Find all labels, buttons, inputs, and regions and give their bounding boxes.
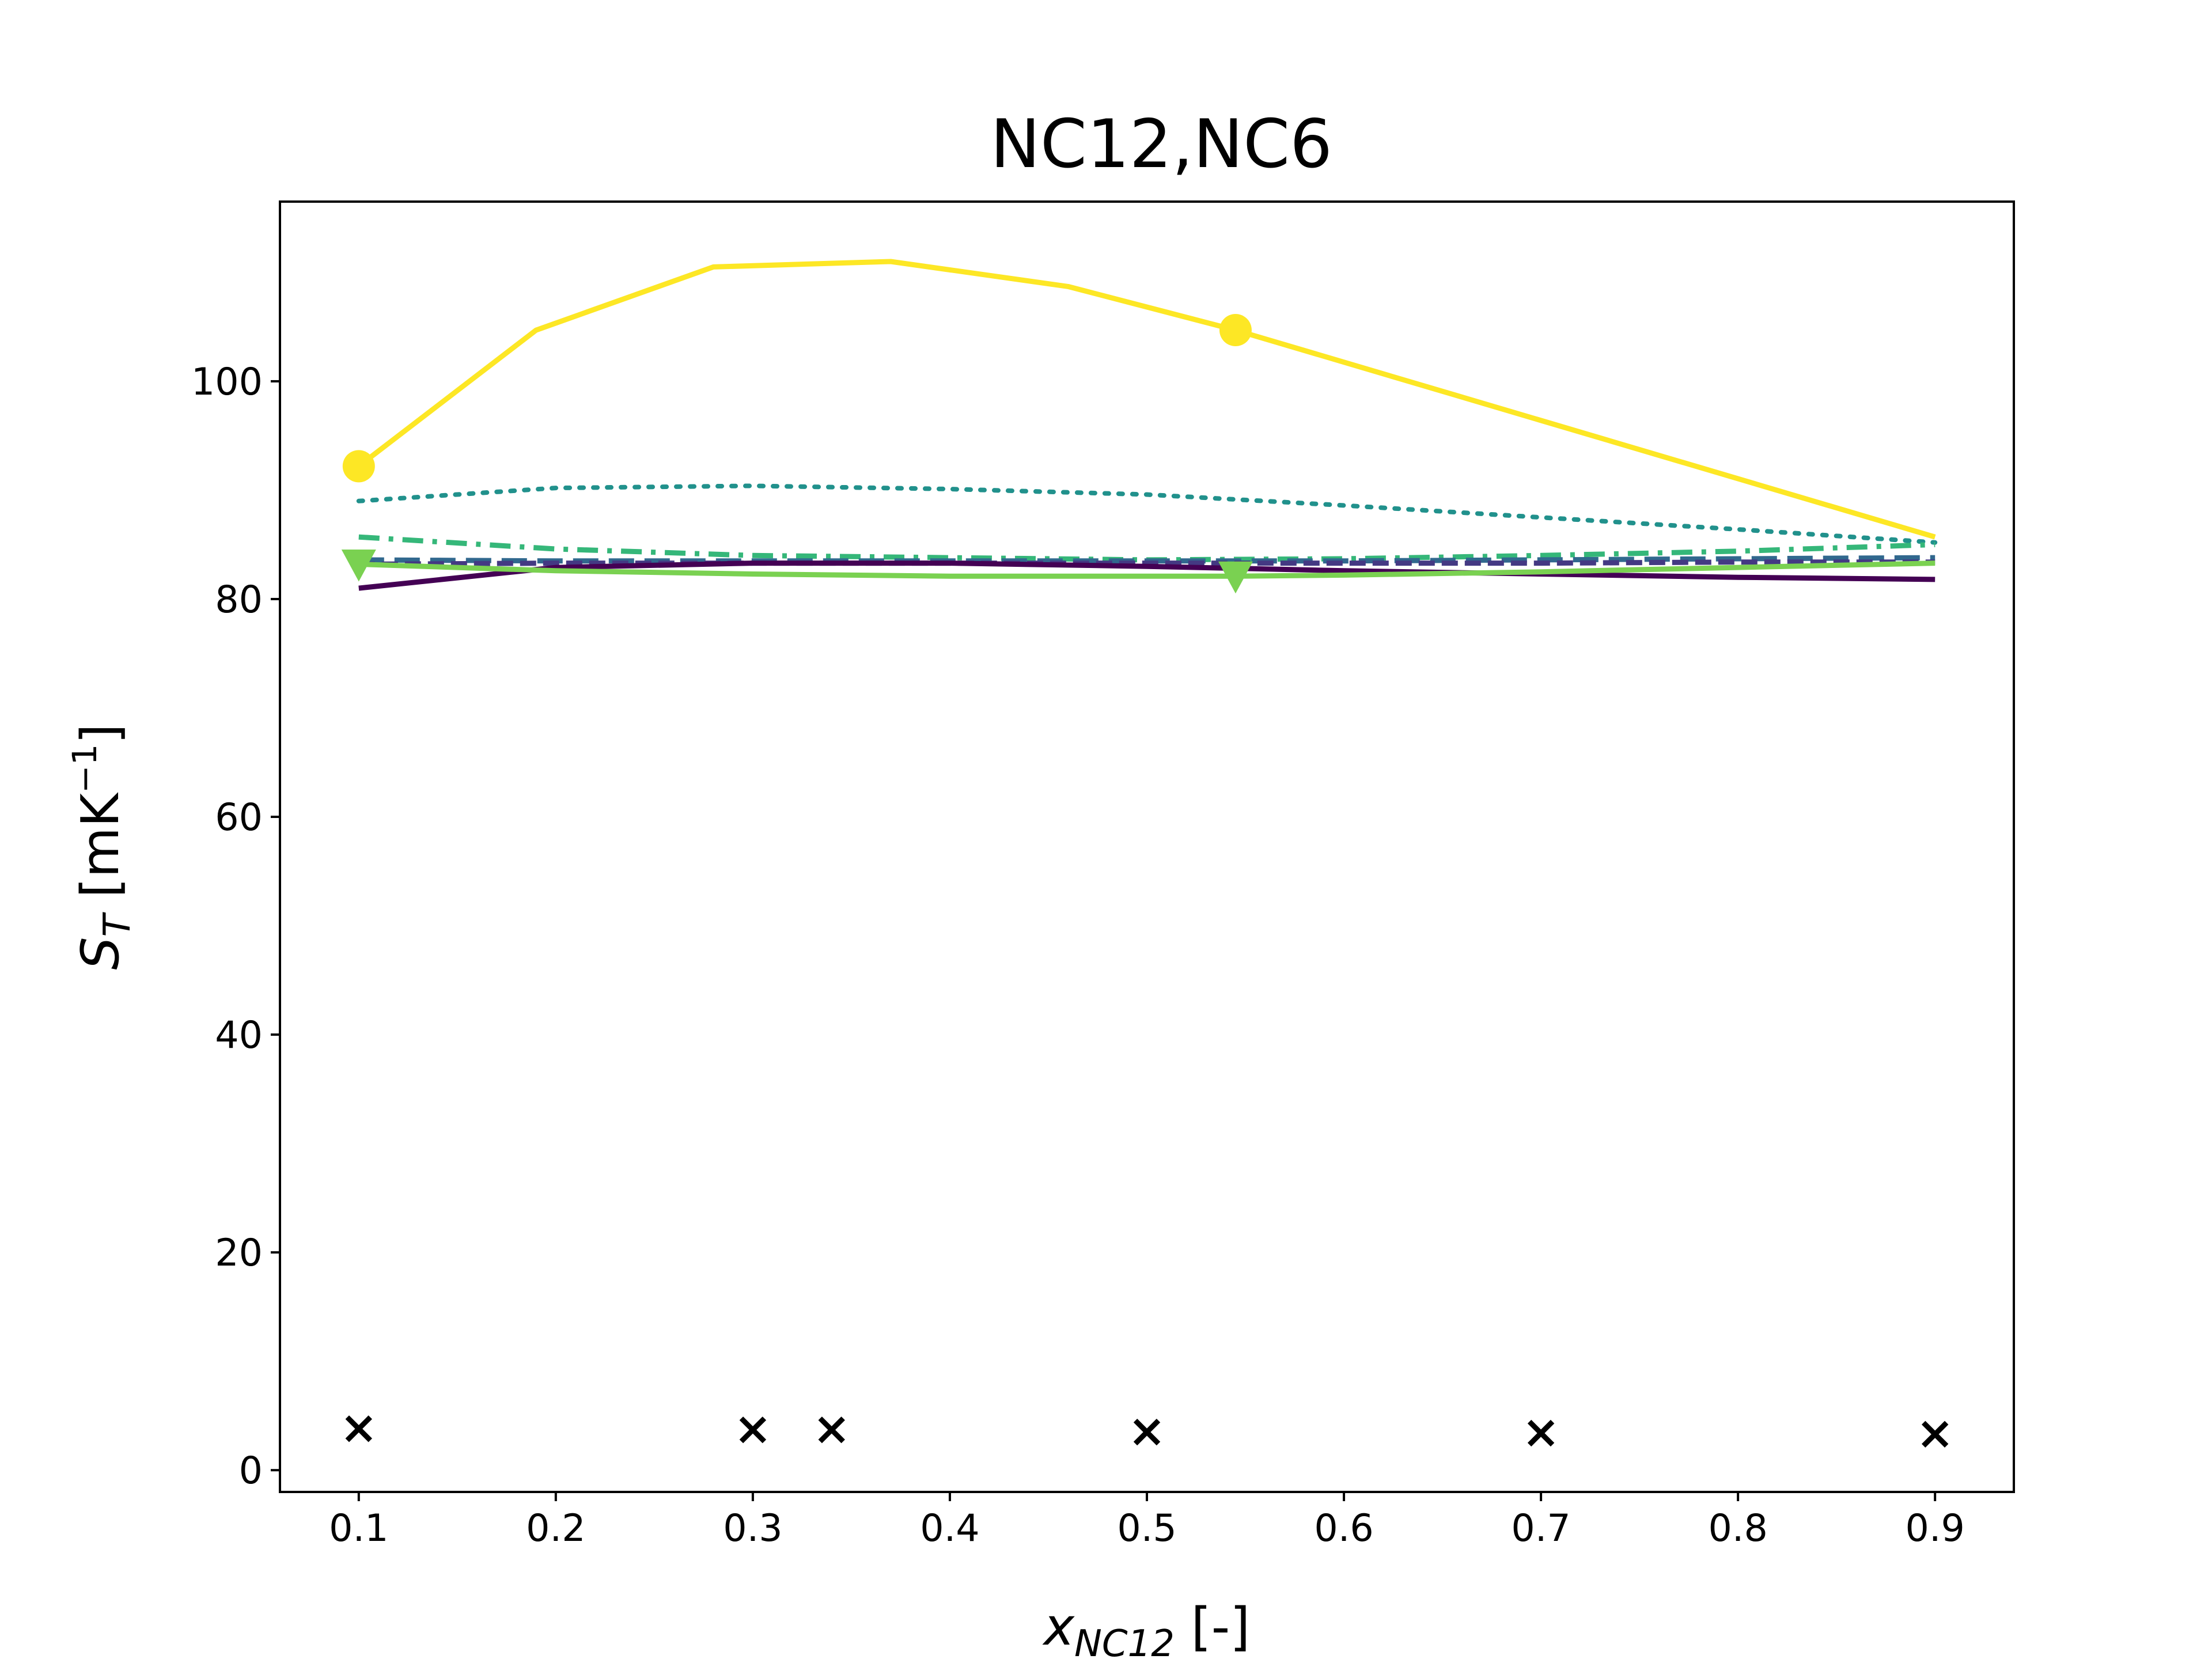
series-5 [358, 560, 1936, 591]
series-6-point [341, 549, 376, 582]
y-tick-label: 80 [215, 578, 263, 622]
x-axis-label-suffix: [-] [1175, 1597, 1250, 1657]
series-4-line [358, 559, 1936, 567]
x-tick-label: 0.4 [920, 1507, 979, 1550]
series-6-point [1218, 561, 1253, 594]
series-4 [358, 559, 1936, 567]
series-7-point [1527, 1419, 1555, 1447]
series-7-point [345, 1415, 373, 1442]
x-marker-stroke [739, 1416, 767, 1444]
series-7 [345, 1415, 1949, 1448]
series-7-point [739, 1416, 767, 1444]
x-tick-label: 0.9 [1905, 1507, 1964, 1550]
x-tick-label: 0.3 [723, 1507, 782, 1550]
x-tick-label: 0.6 [1314, 1507, 1373, 1550]
x-tick-label: 0.8 [1708, 1507, 1767, 1550]
series-5-line [358, 560, 1936, 591]
series-layer [341, 259, 1949, 1448]
y-axis-label-unit-close: ] [70, 724, 131, 744]
x-axis-label-base: x [1042, 1597, 1075, 1657]
series-0-point [1219, 314, 1252, 347]
x-tick-label: 0.7 [1511, 1507, 1570, 1550]
y-axis-label-base: S [70, 937, 131, 970]
series-6-line [358, 560, 1936, 579]
series-1-line [356, 483, 1938, 545]
x-axis-label: xNC12 [-] [1042, 1597, 1251, 1659]
x-marker-stroke [1921, 1421, 1949, 1448]
y-axis-label: ST [mK−1] [65, 724, 139, 969]
y-axis-label-unit-superscript: −1 [65, 744, 104, 793]
y-axis-label-subscript: T [96, 912, 139, 937]
series-6 [341, 549, 1936, 594]
x-marker-stroke [1527, 1419, 1555, 1447]
chart-title: NC12,NC6 [990, 105, 1332, 183]
x-tick-label: 0.2 [526, 1507, 585, 1550]
y-axis-ticks: 0 20 40 60 80 100 [191, 361, 280, 1493]
series-7-point [818, 1416, 845, 1444]
y-tick-label: 100 [191, 361, 263, 404]
x-marker-stroke [345, 1415, 373, 1442]
x-axis-ticks: 0.1 0.2 0.3 0.4 0.5 0.6 0.7 0.8 0.9 [329, 1492, 1965, 1550]
x-marker-stroke [818, 1416, 845, 1444]
y-tick-label: 20 [215, 1232, 263, 1275]
y-tick-label: 0 [239, 1449, 263, 1493]
series-7-point [1133, 1418, 1161, 1446]
x-tick-label: 0.1 [329, 1507, 388, 1550]
y-axis-label-unit: [mK [70, 792, 131, 914]
series-1 [356, 483, 1938, 545]
series-0 [342, 259, 1936, 540]
y-tick-label: 40 [215, 1014, 263, 1057]
y-tick-label: 60 [215, 796, 263, 839]
x-axis-label-subscript: NC12 [1074, 1623, 1175, 1659]
x-marker-stroke [1133, 1418, 1161, 1446]
x-tick-label: 0.5 [1117, 1507, 1176, 1550]
series-7-point [1921, 1421, 1949, 1448]
series-0-point [342, 450, 375, 483]
y-axis-label-group: ST [mK−1] [65, 724, 139, 969]
